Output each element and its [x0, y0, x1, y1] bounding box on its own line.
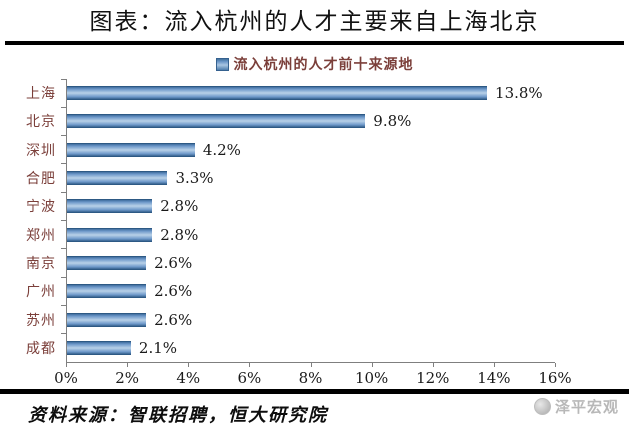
x-axis-tick-label: 4% — [176, 368, 201, 387]
chart-row: 南京 2.6% — [0, 248, 629, 278]
bar — [67, 114, 366, 129]
legend-square-icon — [215, 57, 229, 71]
bar-track: 2.6% — [61, 304, 554, 334]
bar — [67, 199, 153, 214]
category-label: 北京 — [26, 114, 56, 131]
x-axis-tick-label: 0% — [54, 368, 78, 387]
x-axis-tick — [432, 362, 434, 367]
bar-track: 2.8% — [61, 191, 554, 221]
category-label: 苏州 — [26, 312, 56, 329]
value-label: 2.6% — [154, 282, 193, 301]
x-axis-tick — [371, 362, 373, 367]
x-axis-tick — [555, 362, 556, 367]
value-label: 2.6% — [154, 310, 193, 329]
chart-row: 宁波 2.8% — [0, 191, 629, 221]
x-axis-tick-label: 8% — [298, 368, 323, 387]
category-label: 深圳 — [26, 142, 56, 159]
x-axis-tick-label: 12% — [416, 368, 450, 387]
bar-track: 9.8% — [61, 106, 554, 136]
bar-rows: 上海 13.8% 北京 9.8% 深圳 4.2% 合肥 3.3% 宁波 2.8% 郑州 2.8% 南京 2… — [0, 78, 629, 362]
bar-track: 4.2% — [61, 135, 554, 164]
value-label: 2.8% — [160, 225, 199, 244]
category-label: 合肥 — [26, 171, 56, 188]
chart-row: 郑州 2.8% — [0, 219, 629, 249]
x-axis-tick-label: 6% — [237, 368, 262, 387]
chart-row: 深圳 4.2% — [0, 135, 629, 164]
category-label: 成都 — [26, 340, 56, 357]
bar — [67, 255, 147, 270]
bar — [67, 86, 488, 101]
x-axis-tick-label: 10% — [354, 368, 389, 387]
x-axis-tick — [493, 362, 495, 367]
x-axis-tick — [127, 362, 129, 367]
chart-legend: 流入杭州的人才前十来源地 — [0, 56, 629, 73]
category-label: 南京 — [26, 255, 56, 272]
bar — [67, 171, 168, 186]
bar-track: 2.8% — [61, 219, 554, 249]
bar — [67, 312, 147, 327]
x-axis-tick-label: 2% — [115, 368, 140, 387]
bar-track: 2.6% — [61, 248, 554, 278]
x-axis-tick — [66, 362, 67, 367]
chart-row: 成都 2.1% — [0, 333, 629, 362]
watermark: 泽平宏观 — [530, 396, 619, 417]
bar — [67, 227, 153, 242]
chart-row: 广州 2.6% — [0, 276, 629, 306]
legend-label: 流入杭州的人才前十来源地 — [233, 57, 414, 73]
top-divider — [5, 41, 624, 45]
bar — [67, 340, 131, 355]
value-label: 9.8% — [373, 112, 412, 131]
watermark-label: 泽平宏观 — [554, 398, 619, 416]
x-axis-tick-label: 16% — [538, 368, 572, 387]
x-axis-tick — [249, 362, 251, 367]
x-axis-tick — [310, 362, 312, 367]
x-axis-tick — [188, 362, 190, 367]
category-label: 郑州 — [26, 227, 56, 244]
bar — [67, 142, 195, 157]
x-axis-tick-label: 14% — [477, 368, 511, 387]
bar-track: 3.3% — [61, 163, 554, 193]
chart-row: 北京 9.8% — [0, 106, 629, 136]
source-note: 资料来源：智联招聘，恒大研究院 — [28, 404, 328, 426]
value-label: 2.6% — [154, 253, 193, 272]
value-label: 2.1% — [138, 338, 178, 357]
bar-chart: 上海 13.8% 北京 9.8% 深圳 4.2% 合肥 3.3% 宁波 2.8% 郑州 2.8% 南京 2… — [0, 78, 629, 389]
bar — [67, 284, 147, 299]
bottom-divider — [0, 388, 629, 394]
value-label: 4.2% — [202, 140, 241, 159]
value-label: 3.3% — [175, 169, 214, 188]
category-label: 宁波 — [26, 199, 56, 216]
bar-track: 2.6% — [61, 276, 554, 306]
chart-row: 合肥 3.3% — [0, 163, 629, 193]
value-label: 2.8% — [160, 197, 199, 216]
category-label: 上海 — [26, 86, 56, 103]
bar-track: 2.1% — [61, 333, 554, 362]
category-label: 广州 — [26, 284, 56, 301]
chart-row: 苏州 2.6% — [0, 304, 629, 334]
bar-track: 13.8% — [61, 78, 554, 108]
page-title: 图表：流入杭州的人才主要来自上海北京 — [89, 9, 540, 35]
chart-row: 上海 13.8% — [0, 78, 629, 108]
zeping-macro-logo-icon — [533, 398, 551, 415]
value-label: 13.8% — [495, 84, 543, 103]
x-axis: 0% 2% 4% 6% 8% 10% 12% 14% 16% — [54, 361, 572, 389]
